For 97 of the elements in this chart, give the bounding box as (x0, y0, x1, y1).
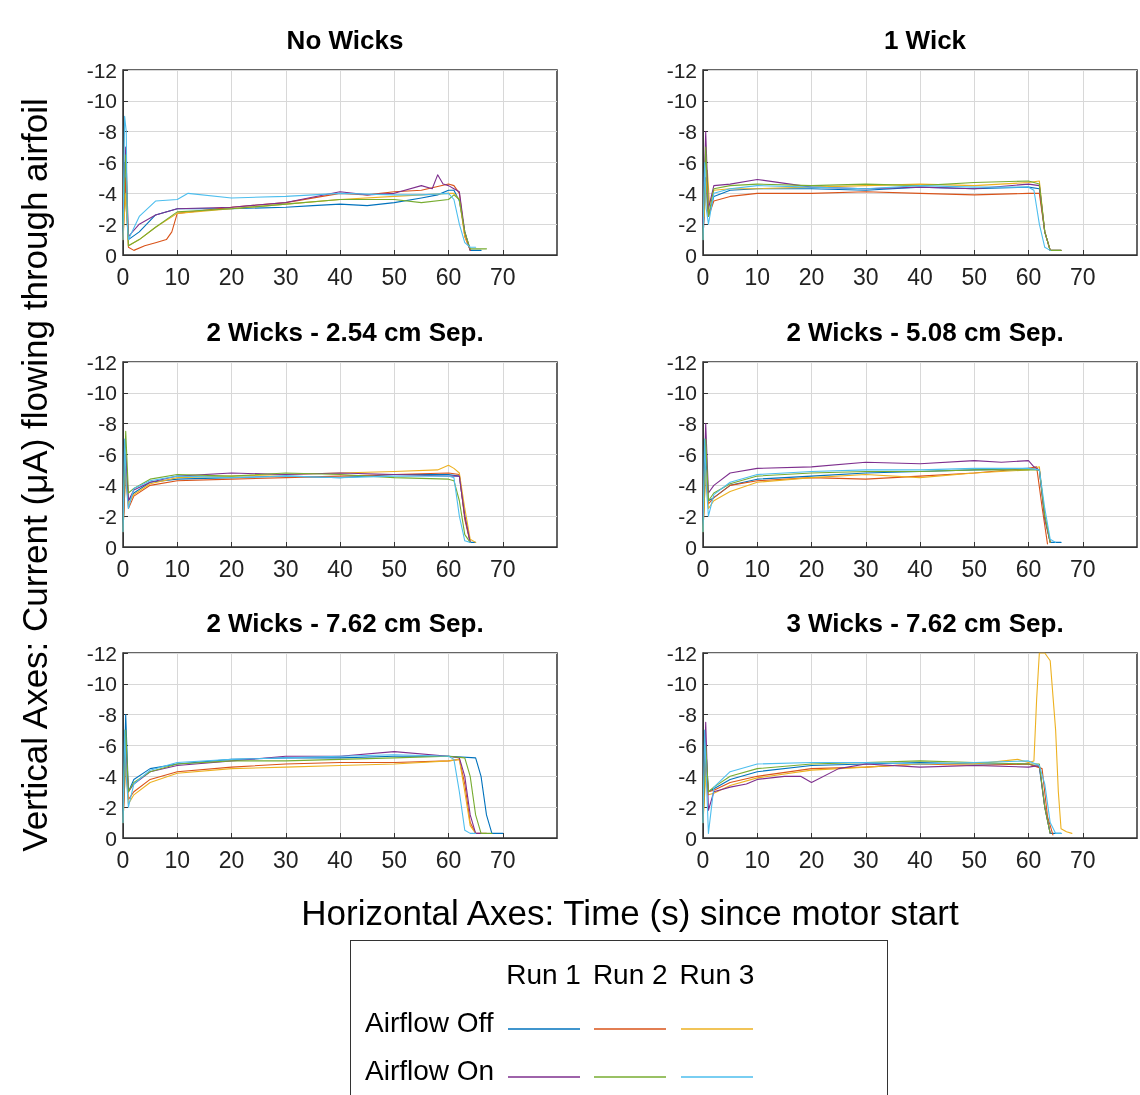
y-tick-label: -2 (678, 504, 697, 528)
x-tick-label: 60 (1015, 555, 1042, 582)
y-tick-label: -6 (678, 151, 697, 174)
x-tick-label: 20 (798, 263, 825, 290)
x-tick-label: 50 (961, 263, 988, 290)
y-tick-label: 0 (105, 826, 117, 850)
y-tick-label: -6 (98, 443, 117, 466)
x-tick-label: 60 (1015, 846, 1042, 873)
x-tick-label: 30 (272, 263, 299, 290)
x-tick-label: 60 (435, 846, 462, 873)
x-tick-label: 70 (489, 846, 516, 873)
x-tick-label: 50 (961, 846, 988, 873)
x-tick-label: 30 (852, 263, 879, 290)
y-tick-label: -2 (678, 795, 697, 819)
chart-title: 1 Wick (883, 25, 967, 55)
x-tick-label: 30 (272, 846, 299, 873)
y-tick-label: -10 (86, 672, 117, 696)
y-tick-label: 0 (105, 535, 117, 559)
y-tick-label: -8 (98, 120, 117, 144)
x-tick-label: 10 (744, 555, 771, 582)
y-tick-label: 0 (685, 243, 697, 267)
x-tick-label: 10 (164, 555, 191, 582)
chart-title: 3 Wicks - 7.62 cm Sep. (786, 608, 1064, 638)
y-tick-label: -8 (98, 703, 117, 727)
x-tick-label: 70 (1069, 555, 1096, 582)
y-tick-label: -12 (666, 58, 697, 82)
text: Airflow Off (364, 1006, 495, 1040)
chart-title: No Wicks (286, 25, 404, 55)
x-tick-label: 30 (852, 555, 879, 582)
x-tick-label: 30 (852, 846, 879, 873)
text: Run 3 (678, 958, 756, 992)
x-tick-label: 40 (907, 846, 933, 873)
y-tick-label: -8 (98, 412, 117, 436)
y-tick-label: -2 (98, 504, 117, 528)
y-tick-label: 0 (685, 826, 697, 850)
y-tick-label: -8 (678, 412, 697, 436)
y-tick-label: -12 (666, 641, 697, 665)
y-tick-label: -6 (98, 151, 117, 174)
x-tick-label: 20 (218, 263, 245, 290)
y-tick-label: -12 (86, 350, 117, 374)
x-tick-label: 10 (744, 846, 771, 873)
text: Run 2 (591, 958, 669, 992)
text: Horizontal Axes: Time (s) since motor start (300, 893, 960, 933)
x-tick-label: 10 (744, 263, 771, 290)
x-tick-label: 50 (381, 846, 408, 873)
y-tick-label: -12 (666, 350, 697, 374)
y-tick-label: 0 (105, 243, 117, 267)
x-tick-label: 50 (381, 555, 408, 582)
x-tick-label: 40 (327, 263, 353, 290)
y-tick-label: -4 (98, 181, 118, 205)
x-tick-label: 70 (489, 555, 516, 582)
x-tick-label: 70 (489, 263, 516, 290)
y-tick-label: -6 (98, 734, 117, 757)
x-tick-label: 40 (907, 555, 933, 582)
y-tick-label: -8 (678, 120, 697, 144)
y-tick-label: -10 (666, 89, 697, 113)
y-tick-label: -2 (98, 795, 117, 819)
x-tick-label: 60 (435, 263, 462, 290)
x-tick-label: 70 (1069, 263, 1096, 290)
x-tick-label: 20 (218, 846, 245, 873)
y-tick-label: -4 (678, 764, 698, 788)
y-tick-label: -10 (86, 381, 117, 405)
text: Vertical Axes: Current (μA) flowing through airfoil (15, 97, 55, 854)
y-tick-label: -2 (98, 212, 117, 236)
x-tick-label: 50 (381, 263, 408, 290)
y-tick-label: -8 (678, 703, 697, 727)
x-tick-label: 20 (798, 555, 825, 582)
y-tick-label: -4 (98, 764, 118, 788)
x-tick-label: 60 (1015, 263, 1042, 290)
y-tick-label: -6 (678, 443, 697, 466)
x-tick-label: 40 (907, 263, 933, 290)
y-tick-label: -4 (678, 473, 698, 497)
y-tick-label: -12 (86, 641, 117, 665)
y-tick-label: -4 (678, 181, 698, 205)
y-tick-label: -4 (98, 473, 118, 497)
y-tick-label: 0 (685, 535, 697, 559)
chart-title: 2 Wicks - 7.62 cm Sep. (206, 608, 484, 638)
x-tick-label: 50 (961, 555, 988, 582)
y-tick-label: -6 (678, 734, 697, 757)
text: Airflow On (364, 1054, 496, 1088)
x-tick-label: 20 (798, 846, 825, 873)
x-tick-label: 40 (327, 846, 353, 873)
x-tick-label: 70 (1069, 846, 1096, 873)
y-tick-label: -10 (666, 672, 697, 696)
x-tick-label: 40 (327, 555, 353, 582)
x-tick-label: 10 (164, 846, 191, 873)
x-tick-label: 60 (435, 555, 462, 582)
y-tick-label: -12 (86, 58, 117, 82)
y-tick-label: -10 (666, 381, 697, 405)
x-tick-label: 30 (272, 555, 299, 582)
chart-title: 2 Wicks - 2.54 cm Sep. (206, 317, 484, 347)
chart-title: 2 Wicks - 5.08 cm Sep. (786, 317, 1064, 347)
y-tick-label: -2 (678, 212, 697, 236)
x-tick-label: 20 (218, 555, 245, 582)
y-tick-label: -10 (86, 89, 117, 113)
text: Run 1 (505, 958, 582, 992)
x-tick-label: 10 (164, 263, 191, 290)
